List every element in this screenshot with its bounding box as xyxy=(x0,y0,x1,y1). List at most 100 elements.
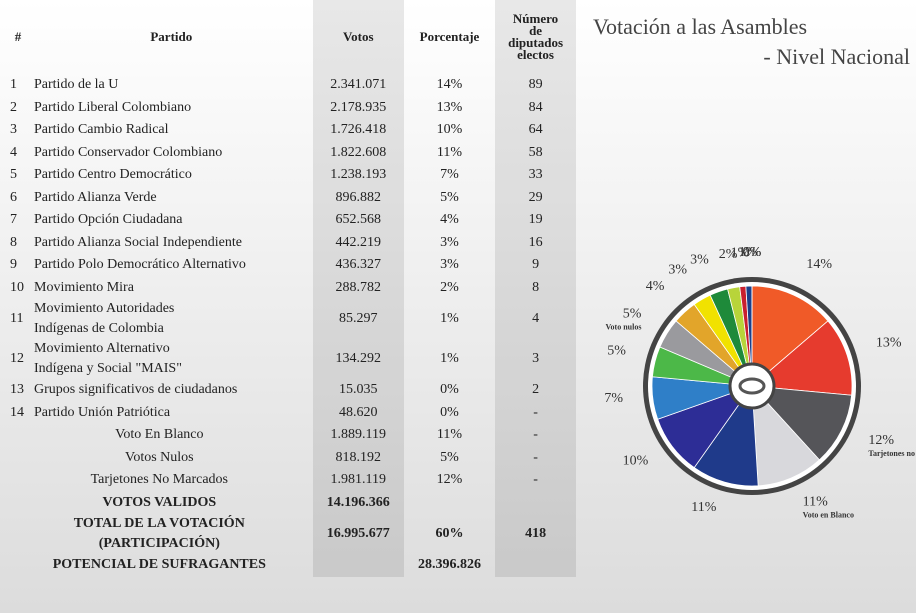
slice-label: 13% xyxy=(876,336,902,351)
table-cell: 2 xyxy=(495,379,576,402)
table-row: 9 Partido Polo Democrático Alternativo 436… xyxy=(6,254,576,277)
table-cell: 1.981.119 xyxy=(312,469,404,492)
table-cell: 13% xyxy=(436,99,463,115)
table-cell: 818.192 xyxy=(312,446,404,469)
table-cell: 14% xyxy=(436,77,463,93)
table-row: 8 Partido Alianza Social Independiente 442… xyxy=(6,231,576,254)
table-row: 2 Partido Liberal Colombiano 2.178.935 13% 8… xyxy=(6,96,576,119)
slice-label: 11% xyxy=(803,495,828,510)
table-cell: 10 xyxy=(10,279,24,295)
table-cell: 9 xyxy=(10,257,17,273)
table-cell: Votos Nulos xyxy=(125,449,194,465)
table-cell: 14.196.366 xyxy=(312,491,404,514)
table-cell: 28.396.826 xyxy=(418,557,481,573)
table-cell: Partido Alianza Social Independiente xyxy=(34,234,242,250)
table-cell: 896.882 xyxy=(312,186,404,209)
table-cell: VOTOS VALIDOS xyxy=(102,494,217,510)
slice-name: Voto en Blanco xyxy=(803,511,854,520)
table-cell: 5 xyxy=(10,167,17,183)
table-cell: Movimiento Autoridades Indígenas de Colo… xyxy=(34,301,175,336)
slice-label: 1% xyxy=(739,245,758,260)
center-logo xyxy=(738,377,766,395)
table-cell: Partido Liberal Colombiano xyxy=(34,99,192,115)
table-cell: 436.327 xyxy=(312,254,404,277)
slice-label: 4% xyxy=(646,279,665,294)
table-row: 12 Movimiento Alternativo Indígena y Soci… xyxy=(6,339,576,379)
slice-label: 2% xyxy=(719,247,738,262)
table-row: POTENCIAL DE SUFRAGANTES 28.396.826 xyxy=(6,554,576,577)
table-cell: 5% xyxy=(440,189,459,205)
table-cell xyxy=(495,554,576,577)
pie-slice xyxy=(751,384,820,487)
table-cell: 4% xyxy=(440,212,459,228)
table-cell: - xyxy=(495,469,576,492)
table-cell: Partido Alianza Verde xyxy=(34,189,157,205)
slice-label: 14% xyxy=(806,257,832,272)
table-cell: 1.726.418 xyxy=(312,119,404,142)
table-cell: Voto En Blanco xyxy=(115,427,204,443)
table-cell: TOTAL DE LA VOTACIÓN (PARTICIPACIÓN) xyxy=(73,516,245,551)
table-cell: 14 xyxy=(10,404,24,420)
table-cell: 8 xyxy=(10,234,17,250)
table-cell: Partido Cambio Radical xyxy=(34,122,169,138)
table-cell: 1.889.119 xyxy=(312,424,404,447)
table-row: 3 Partido Cambio Radical 1.726.418 10% 64 xyxy=(6,119,576,142)
pie-slice xyxy=(693,384,759,487)
chart-title: Votación a las Asambles xyxy=(593,14,807,39)
table-cell: 13 xyxy=(10,382,24,398)
table-cell: 11 xyxy=(10,311,24,326)
table-cell: 29 xyxy=(495,186,576,209)
table-cell: 3 xyxy=(10,122,17,138)
table-row: 7 Partido Opción Ciudadana 652.568 4% 19 xyxy=(6,209,576,232)
table-cell: 16.995.677 xyxy=(312,514,404,554)
table-cell: Movimiento Alternativo Indígena y Social… xyxy=(34,341,182,376)
table-cell: 418 xyxy=(495,514,576,554)
table-cell: 1% xyxy=(440,311,459,326)
header-cell: Porcentaje xyxy=(419,29,480,44)
slice-label: 3% xyxy=(690,252,709,267)
table-cell: Partido Centro Democrático xyxy=(34,167,192,183)
slice-label: 1% xyxy=(731,246,750,261)
table-cell: 2 xyxy=(10,99,17,115)
header-cell: Partido xyxy=(150,29,193,44)
slice-label: 10% xyxy=(623,453,649,468)
table-row: VOTOS VALIDOS 14.196.366 xyxy=(6,491,576,514)
table-row: 11 Movimiento Autoridades Indígenas de Co… xyxy=(6,299,576,339)
slice-label: 11% xyxy=(691,500,716,515)
table-cell: 7 xyxy=(10,212,17,228)
table-row: 4 Partido Conservador Colombiano 1.822.608… xyxy=(6,141,576,164)
table-cell: 1 xyxy=(10,77,17,93)
table-cell: 3% xyxy=(440,234,459,250)
slice-label: 5% xyxy=(623,307,642,322)
table-cell: 58 xyxy=(495,141,576,164)
table-row: 10 Movimiento Mira 288.782 2% 8 xyxy=(6,276,576,299)
table-row: 6 Partido Alianza Verde 896.882 5% 29 xyxy=(6,186,576,209)
table-cell: 1% xyxy=(440,351,459,366)
table-cell: 15.035 xyxy=(312,379,404,402)
table-cell: - xyxy=(495,401,576,424)
table-cell: 4 xyxy=(10,144,17,160)
table-cell: 12% xyxy=(436,472,463,488)
table-cell: 2.341.071 xyxy=(312,74,404,97)
table-cell: POTENCIAL DE SUFRAGANTES xyxy=(52,557,266,573)
table-cell: 16 xyxy=(495,231,576,254)
table-cell: 442.219 xyxy=(312,231,404,254)
table-cell xyxy=(312,554,404,577)
table-cell: 11% xyxy=(436,144,463,160)
table-cell: Grupos significativos de ciudadanos xyxy=(34,382,238,398)
table-cell: 85.297 xyxy=(312,299,404,339)
table-cell: 8 xyxy=(495,276,576,299)
results-table: # Partido Votos Porcentaje Número de diputad… xyxy=(6,0,576,577)
table-cell: 9 xyxy=(495,254,576,277)
table-cell: 1.822.608 xyxy=(312,141,404,164)
table-cell: Tarjetones No Marcados xyxy=(90,472,229,488)
table-cell: Partido Opción Ciudadana xyxy=(34,212,183,228)
slice-name: Tarjetones no marcados xyxy=(868,449,916,458)
slice-label: 7% xyxy=(604,391,623,406)
table-cell: 64 xyxy=(495,119,576,142)
table-row: Voto En Blanco 1.889.119 11% - xyxy=(6,424,576,447)
slice-label: 5% xyxy=(607,343,626,358)
table-cell: 4 xyxy=(495,299,576,339)
table-cell: 89 xyxy=(495,74,576,97)
pie-slice xyxy=(751,320,853,396)
